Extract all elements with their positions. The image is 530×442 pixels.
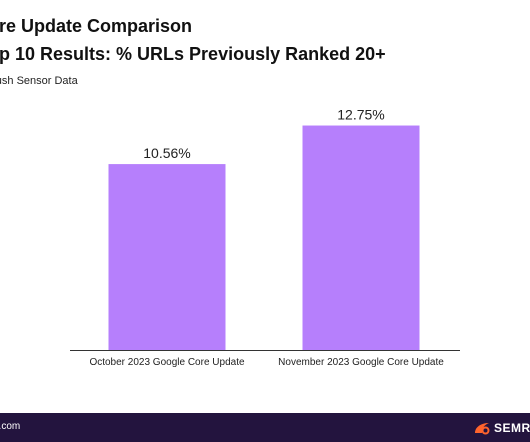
footer-url: sh.com bbox=[0, 421, 21, 432]
footer-bar: sh.com SEMR bbox=[0, 413, 530, 442]
bar-value-label-1: 10.56% bbox=[143, 145, 190, 161]
bar-chart: 10.56% October 2023 Google Core Update 12.… bbox=[70, 107, 460, 368]
category-label-2: November 2023 Google Core Update bbox=[278, 357, 444, 368]
brand-logo: SEMR bbox=[473, 419, 530, 437]
category-label-1: October 2023 Google Core Update bbox=[89, 357, 245, 368]
semrush-flame-icon bbox=[475, 423, 490, 435]
chart-subtitle: nrush Sensor Data bbox=[0, 75, 78, 87]
chart-title-line-1: ore Update Comparison bbox=[0, 16, 193, 36]
chart-title-line-2: op 10 Results: % URLs Previously Ranked … bbox=[0, 44, 386, 64]
bar-2 bbox=[302, 125, 420, 350]
brand-name: SEMR bbox=[494, 421, 530, 435]
bar-1 bbox=[108, 164, 226, 350]
bar-value-label-2: 12.75% bbox=[337, 107, 384, 123]
